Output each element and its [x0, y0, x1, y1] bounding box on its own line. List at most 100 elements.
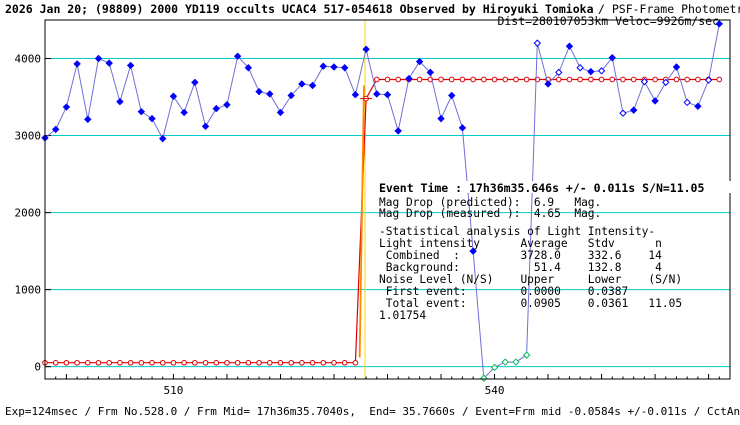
model-point	[652, 76, 658, 83]
observed-point	[94, 54, 103, 63]
observed-point	[180, 108, 188, 117]
model-point	[588, 76, 594, 83]
model-point	[459, 76, 466, 83]
plot-frame	[44, 19, 731, 380]
light-intensity-header: Light intensity Average Stdv n	[379, 237, 662, 250]
model-point	[138, 359, 145, 366]
observed-point	[512, 358, 520, 366]
model-point	[373, 76, 380, 83]
observed-point	[169, 92, 178, 100]
data-series	[41, 20, 724, 382]
observed-point	[287, 91, 295, 100]
model-point	[234, 359, 241, 366]
model-point	[224, 359, 230, 366]
statistics-panel: Event Time : 17h36m35.646s +/- 0.011s S/…	[377, 181, 733, 322]
model-point	[256, 359, 262, 366]
observed-point	[255, 87, 263, 96]
observed-point	[340, 64, 349, 72]
model-point	[245, 359, 252, 366]
observed-point	[448, 91, 456, 100]
model-point	[566, 76, 573, 83]
chart-title-method: / PSF-Frame Photometry /	[598, 2, 740, 16]
chart-subtitle: Dist=280107053km Veloc=9926m/sec	[497, 14, 719, 28]
observed-point	[458, 124, 467, 132]
model-point	[716, 76, 723, 83]
model-point	[577, 76, 583, 83]
model-point	[299, 359, 305, 366]
y-tick-label: 2000	[15, 207, 42, 220]
model-point	[127, 359, 134, 366]
observed-point	[62, 103, 71, 111]
observed-point	[330, 63, 338, 71]
mag-drop-predicted: Mag Drop (predicted): 6.9 Mag.	[379, 196, 601, 209]
observed-point	[298, 80, 306, 88]
observed-point	[501, 358, 509, 366]
model-point	[523, 76, 530, 83]
model-point	[181, 359, 187, 366]
model-point	[63, 359, 70, 366]
observed-point	[351, 91, 360, 99]
model-point	[609, 76, 616, 83]
model-point	[288, 359, 294, 366]
background-row: Background: 51.4 132.8 4	[379, 261, 662, 274]
model-point	[695, 76, 701, 83]
observed-point	[608, 54, 616, 62]
observed-point	[426, 68, 435, 77]
footer-info: Exp=124msec / Frm No.528.0 / Frm Mid= 17…	[5, 405, 740, 418]
y-tick-label: 4000	[15, 53, 42, 66]
observed-point	[373, 90, 381, 98]
observed-point	[73, 60, 81, 68]
observed-point	[223, 101, 231, 109]
model-point	[513, 76, 519, 83]
observed-point	[233, 52, 242, 60]
observed-point	[629, 106, 638, 114]
model-point	[416, 76, 423, 83]
observed-point	[587, 67, 595, 76]
observed-point	[105, 59, 113, 67]
chart-title: 2026 Jan 20; (98809) 2000 YD119 occults …	[5, 2, 594, 16]
combined-row: Combined : 3728.0 332.6 14	[379, 249, 662, 262]
observed-line	[44, 23, 720, 380]
model-point	[555, 76, 562, 83]
model-point	[95, 359, 102, 366]
model-point	[598, 76, 605, 83]
observed-point	[715, 20, 724, 28]
model-point	[106, 359, 113, 366]
model-point	[448, 76, 455, 83]
observed-point	[405, 74, 413, 83]
observed-point	[480, 374, 488, 382]
model-point	[384, 76, 391, 83]
plot-area: 0 1000 2000 3000 4000 510 540	[15, 19, 731, 397]
observed-point	[394, 127, 402, 135]
model-transition-line	[358, 85, 365, 358]
observed-point	[319, 62, 327, 70]
model-line	[45, 78, 720, 364]
model-point	[438, 76, 444, 83]
stats-section-title: -Statistical analysis of Light Intensity…	[379, 225, 655, 238]
model-point	[630, 76, 637, 83]
observed-point	[651, 97, 659, 105]
model-point	[320, 359, 327, 366]
extra-value: 1.01754	[379, 309, 426, 322]
observed-point	[555, 68, 563, 77]
model-point	[341, 359, 348, 366]
observed-point	[244, 64, 253, 72]
observed-point	[619, 109, 627, 117]
model-point	[395, 76, 402, 83]
observed-point	[565, 42, 574, 50]
observed-point	[308, 81, 317, 90]
observed-point	[437, 114, 445, 123]
observed-point	[544, 80, 552, 88]
x-tick-label: 510	[164, 384, 184, 397]
observed-point	[383, 91, 392, 99]
model-point	[352, 359, 359, 366]
y-tick-label: 0	[34, 361, 41, 374]
observed-point	[51, 125, 60, 134]
model-point	[620, 76, 626, 83]
model-point	[117, 359, 123, 366]
observed-point	[640, 77, 649, 86]
model-point	[149, 359, 155, 366]
observed-point	[576, 64, 584, 72]
gridlines	[45, 58, 730, 368]
